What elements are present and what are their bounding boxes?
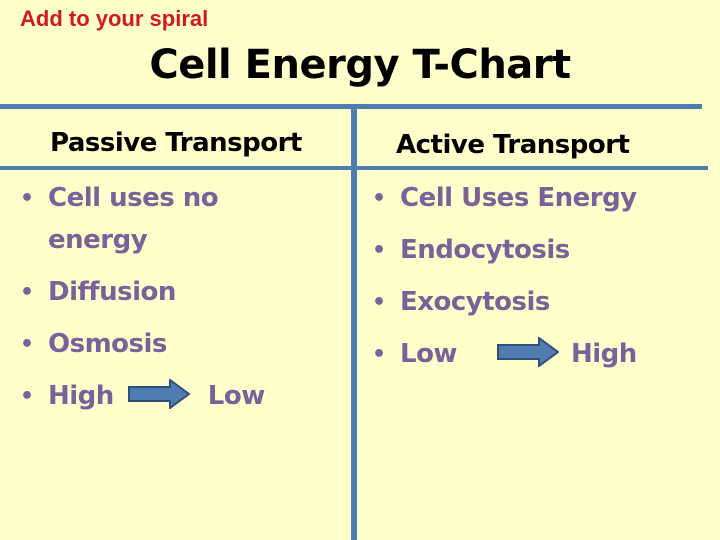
item-text: Exocytosis bbox=[400, 287, 550, 317]
right-arrow-icon bbox=[127, 378, 190, 409]
right-header-underline bbox=[357, 166, 708, 170]
list-item: • Low High bbox=[354, 333, 637, 376]
bullet-icon: • bbox=[372, 238, 386, 263]
passive-transport-header: Passive Transport bbox=[50, 128, 302, 158]
bullet-icon: • bbox=[20, 332, 34, 357]
item-text: Cell uses no bbox=[48, 183, 219, 213]
bullet-icon: • bbox=[372, 342, 386, 367]
passive-transport-list: • Cell uses no energy • Diffusion • Osmo… bbox=[2, 177, 265, 418]
right-arrow-icon bbox=[496, 336, 559, 367]
list-item: • Endocytosis bbox=[354, 229, 637, 272]
item-text: Osmosis bbox=[48, 329, 167, 359]
active-transport-header: Active Transport bbox=[396, 130, 630, 160]
list-item: • Diffusion bbox=[2, 271, 265, 314]
bullet-icon: • bbox=[20, 186, 34, 211]
bullet-icon: • bbox=[372, 186, 386, 211]
title-text: Cell Energy T-Chart bbox=[149, 42, 571, 88]
bullet-icon: • bbox=[20, 384, 34, 409]
bullet-icon: • bbox=[20, 280, 34, 305]
gradient-to: High bbox=[570, 339, 637, 369]
item-text-continued: energy bbox=[48, 225, 148, 255]
list-item: • Cell uses no energy bbox=[2, 177, 265, 262]
gradient-to: Low bbox=[207, 381, 265, 411]
spiral-note: Add to your spiral bbox=[20, 6, 209, 31]
list-item: • High Low bbox=[2, 375, 265, 418]
t-chart-divider bbox=[351, 104, 357, 540]
left-header-underline bbox=[0, 166, 351, 170]
list-item: • Osmosis bbox=[2, 323, 265, 366]
bullet-icon: • bbox=[372, 290, 386, 315]
list-item: • Exocytosis bbox=[354, 281, 637, 324]
active-transport-list: • Cell Uses Energy • Endocytosis • Exocy… bbox=[354, 177, 637, 376]
item-text: Cell Uses Energy bbox=[400, 183, 637, 213]
page-title: Cell Energy T-Chart bbox=[0, 42, 720, 88]
item-text: Diffusion bbox=[48, 277, 176, 307]
list-item: • Cell Uses Energy bbox=[354, 177, 637, 220]
gradient-from: Low bbox=[400, 339, 457, 369]
item-text: Endocytosis bbox=[400, 235, 570, 265]
gradient-from: High bbox=[48, 381, 114, 411]
